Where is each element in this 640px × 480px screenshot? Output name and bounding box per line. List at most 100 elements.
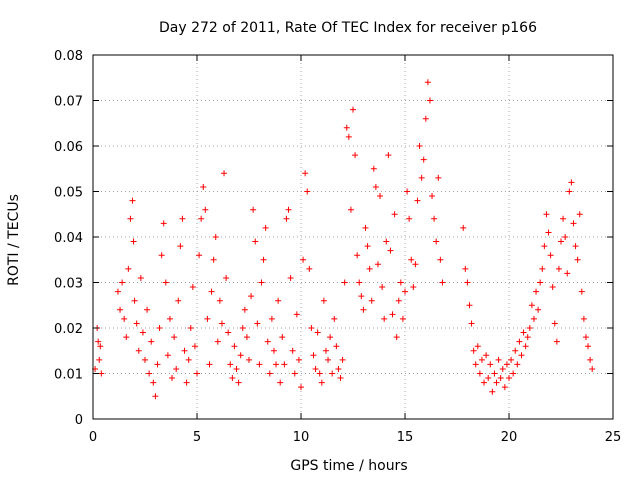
data-point-marker bbox=[169, 375, 176, 382]
data-point-marker bbox=[237, 352, 244, 359]
data-point-marker bbox=[580, 315, 587, 322]
data-point-marker bbox=[391, 211, 398, 218]
data-point-marker bbox=[150, 379, 157, 386]
data-point-marker bbox=[283, 215, 290, 222]
data-point-marker bbox=[468, 320, 475, 327]
data-point-marker bbox=[343, 124, 350, 131]
data-point-marker bbox=[96, 356, 103, 363]
grid-lines bbox=[93, 55, 613, 419]
data-point-marker bbox=[125, 265, 132, 272]
data-point-marker bbox=[587, 356, 594, 363]
data-point-marker bbox=[533, 288, 540, 295]
data-point-marker bbox=[189, 284, 196, 291]
y-tick-label: 0.06 bbox=[54, 140, 83, 155]
data-point-marker bbox=[478, 356, 485, 363]
data-point-marker bbox=[462, 265, 469, 272]
data-point-marker bbox=[568, 179, 575, 186]
data-point-marker bbox=[422, 115, 429, 122]
data-point-marker bbox=[389, 311, 396, 318]
data-point-marker bbox=[308, 325, 315, 331]
data-point-marker bbox=[352, 152, 359, 159]
data-point-marker bbox=[576, 211, 583, 218]
data-point-marker bbox=[418, 174, 425, 181]
data-point-marker bbox=[514, 361, 521, 368]
data-point-marker bbox=[414, 197, 421, 204]
y-tick-label: 0.03 bbox=[54, 277, 83, 292]
data-point-marker bbox=[310, 352, 317, 359]
data-point-marker bbox=[129, 197, 136, 204]
data-point-marker bbox=[541, 243, 548, 250]
data-point-marker bbox=[218, 320, 225, 327]
data-point-marker bbox=[291, 370, 298, 377]
data-point-marker bbox=[164, 352, 171, 359]
data-point-marker bbox=[539, 265, 546, 272]
data-point-marker bbox=[241, 306, 248, 313]
data-point-marker bbox=[246, 356, 252, 363]
data-point-marker bbox=[364, 243, 371, 250]
data-point-marker bbox=[582, 334, 589, 341]
data-point-marker bbox=[350, 106, 356, 113]
data-point-marker bbox=[206, 361, 213, 368]
data-point-marker bbox=[497, 375, 504, 382]
data-point-marker bbox=[233, 365, 240, 372]
data-point-marker bbox=[368, 297, 375, 304]
data-point-marker bbox=[152, 393, 159, 400]
data-point-marker bbox=[495, 356, 502, 363]
data-point-marker bbox=[487, 361, 494, 368]
data-point-marker bbox=[171, 334, 178, 341]
data-point-marker bbox=[162, 279, 169, 286]
data-point-marker bbox=[139, 329, 146, 336]
data-point-marker bbox=[314, 329, 321, 336]
data-point-marker bbox=[476, 370, 483, 377]
data-point-marker bbox=[512, 347, 519, 354]
data-point-marker bbox=[248, 293, 255, 300]
data-point-marker bbox=[331, 315, 338, 322]
data-point-marker bbox=[335, 365, 342, 372]
data-point-marker bbox=[183, 379, 190, 386]
data-point-marker bbox=[560, 215, 567, 222]
data-point-marker bbox=[395, 297, 402, 304]
data-point-marker bbox=[370, 165, 377, 172]
data-point-marker bbox=[354, 252, 361, 259]
data-point-marker bbox=[194, 370, 200, 377]
data-point-marker bbox=[287, 274, 294, 281]
data-point-marker bbox=[268, 315, 275, 322]
data-point-marker bbox=[356, 279, 363, 286]
data-point-marker bbox=[131, 297, 138, 304]
y-tick-label: 0.02 bbox=[54, 322, 83, 337]
data-point-marker bbox=[397, 279, 404, 286]
data-point-marker bbox=[547, 252, 554, 259]
data-point-marker bbox=[360, 306, 367, 313]
data-point-marker bbox=[98, 370, 105, 377]
data-point-marker bbox=[196, 252, 203, 259]
data-point-marker bbox=[135, 347, 142, 354]
data-point-marker bbox=[254, 320, 261, 327]
data-point-marker bbox=[231, 343, 238, 350]
data-point-marker bbox=[175, 297, 182, 304]
data-point-marker bbox=[277, 379, 284, 386]
data-point-marker bbox=[318, 379, 325, 386]
data-point-marker bbox=[545, 229, 552, 236]
data-point-marker bbox=[506, 375, 512, 382]
y-tick-label: 0.01 bbox=[54, 368, 83, 383]
data-point-marker bbox=[262, 224, 269, 231]
data-point-marker bbox=[146, 370, 153, 377]
data-point-marker bbox=[520, 329, 527, 336]
y-tick-label: 0.04 bbox=[54, 231, 83, 246]
data-point-marker bbox=[470, 347, 477, 354]
data-point-marker bbox=[119, 279, 126, 286]
x-axis-ticks: 0 5 10 15 20 25 bbox=[89, 55, 621, 445]
data-point-marker bbox=[555, 265, 562, 272]
data-point-marker bbox=[474, 343, 481, 350]
data-point-marker bbox=[420, 156, 427, 163]
data-point-marker bbox=[481, 379, 488, 386]
data-point-marker bbox=[379, 284, 386, 291]
data-point-marker bbox=[221, 170, 228, 177]
data-point-marker bbox=[483, 352, 490, 359]
data-point-marker bbox=[204, 315, 211, 322]
data-point-marker bbox=[589, 365, 596, 372]
data-point-marker bbox=[508, 356, 515, 363]
data-point-marker bbox=[185, 356, 192, 363]
data-point-marker bbox=[312, 365, 319, 372]
data-point-marker bbox=[320, 297, 327, 304]
